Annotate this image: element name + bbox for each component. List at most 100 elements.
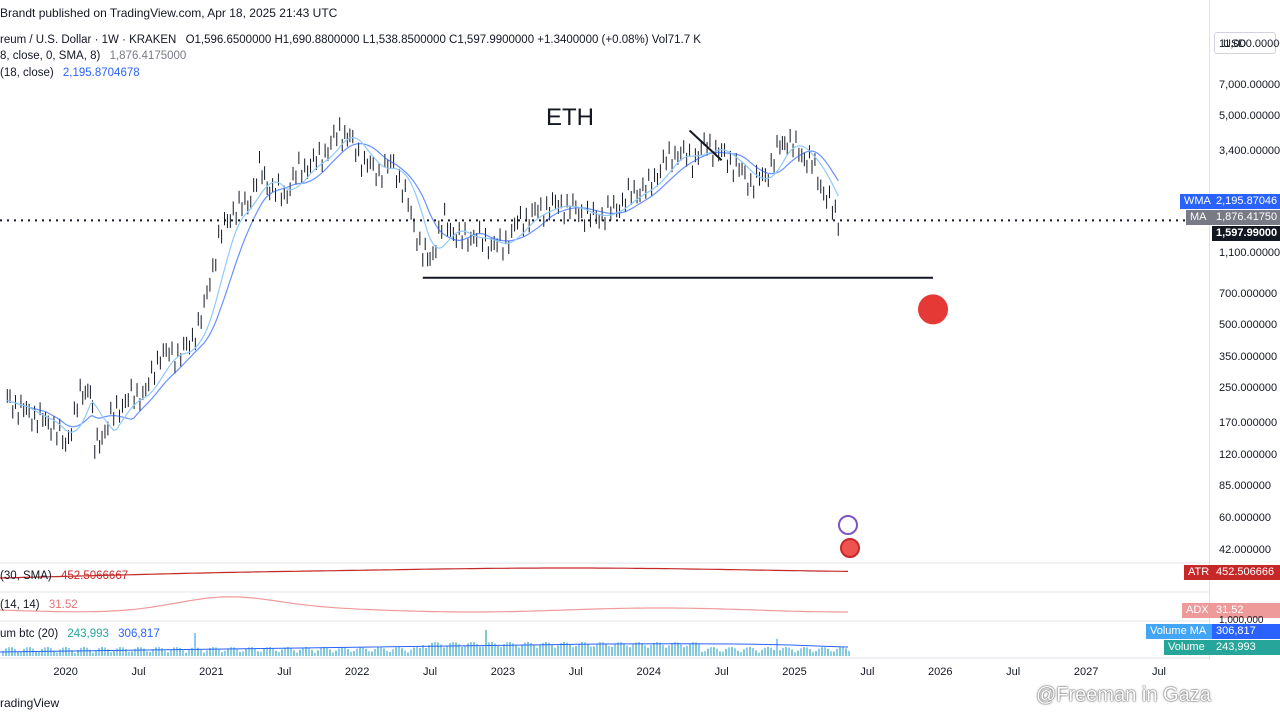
atr-legend-label: (30, SMA)	[0, 570, 52, 582]
volume-bar	[386, 650, 388, 656]
ohlc-values: O1,596.6500000 H1,690.8800000 L1,538.850…	[185, 34, 701, 46]
volume-bar	[647, 647, 649, 656]
volume-bar	[179, 647, 181, 656]
currency-button[interactable]: USD	[1214, 32, 1276, 54]
volume-bar	[182, 650, 184, 656]
atr-legend[interactable]: (30, SMA) 452.5066667	[0, 570, 128, 582]
volume-bar	[257, 651, 259, 656]
volume-bar	[629, 647, 631, 656]
volume-bar	[728, 647, 730, 656]
volume-bar	[380, 647, 382, 656]
price-chart[interactable]	[0, 0, 1212, 662]
volume-bar	[842, 647, 844, 656]
volume-bar	[131, 651, 133, 656]
volume-bar	[293, 650, 295, 656]
y-tick-label: 700.000000	[1219, 288, 1278, 301]
volume-bar	[23, 648, 25, 656]
volume-bar	[230, 647, 232, 656]
x-tick-label: 2025	[782, 666, 807, 678]
wma-legend[interactable]: (18, close) 2,195.8704678	[0, 67, 140, 79]
volume-bar	[533, 645, 535, 656]
volume-bar	[680, 644, 682, 656]
volume-bar	[38, 651, 40, 656]
tradingview-logo[interactable]: radingView	[0, 696, 60, 710]
volume-bar	[593, 646, 595, 656]
x-tick-label: 2023	[490, 666, 516, 678]
x-tick-label: Jul	[277, 666, 292, 678]
volume-bar	[677, 642, 679, 656]
volume-bar	[413, 647, 415, 656]
volume-bar	[407, 652, 409, 656]
volume-bar	[767, 647, 769, 656]
volume-bar	[170, 649, 172, 656]
volume-bar	[635, 642, 637, 656]
volume-bar	[74, 652, 76, 656]
volume-bar	[395, 647, 397, 656]
volume-bar	[350, 651, 352, 656]
atr-tag-label: ATR	[1184, 565, 1212, 580]
event-flag-icon[interactable]	[840, 538, 860, 558]
volume-bar	[53, 650, 55, 656]
volume-bar	[125, 648, 127, 656]
volume-bar	[779, 650, 781, 656]
volume-bar	[656, 642, 658, 656]
volume-bar	[446, 645, 448, 656]
volume-bar	[704, 651, 706, 656]
volume-bar	[806, 647, 808, 656]
volume-bar	[791, 649, 793, 656]
adx-legend[interactable]: (14, 14) 31.52	[0, 599, 78, 611]
volume-bar	[818, 648, 820, 656]
volume-bar	[710, 647, 712, 656]
volume-bar	[164, 650, 166, 656]
volume-bar	[788, 647, 790, 656]
volume-bar	[554, 647, 556, 656]
volume-bar	[758, 652, 760, 656]
volume-bar	[650, 644, 652, 656]
volume-bar	[479, 646, 481, 656]
volume-legend[interactable]: um btc (20) 243,993 306,817	[0, 628, 160, 640]
volume-bar	[209, 648, 211, 656]
volume-bar	[20, 651, 22, 656]
volume-bar	[800, 648, 802, 656]
volume-bar	[434, 642, 436, 656]
event-lightning-icon[interactable]	[838, 515, 858, 535]
volume-bar	[236, 649, 238, 656]
volume-bar	[581, 642, 583, 656]
volume-bar	[215, 647, 217, 656]
volume-bar	[683, 647, 685, 656]
volume-bar	[128, 651, 130, 656]
wma-tag-value: 2,195.87046	[1212, 194, 1280, 209]
volume-bar	[674, 642, 676, 656]
volume-bar	[32, 648, 34, 656]
volume-bar	[641, 642, 643, 656]
wma-legend-value: 2,195.8704678	[62, 67, 140, 79]
volume-ma-legend-value: 306,817	[118, 628, 160, 640]
volume-bar	[86, 647, 88, 656]
volume-bar	[419, 647, 421, 656]
volume-bar	[146, 651, 148, 656]
volume-bar	[176, 647, 178, 656]
volume-bar	[305, 647, 307, 656]
ma-legend[interactable]: 8, close, 0, SMA, 8) 1,876.4175000	[0, 50, 186, 62]
volume-bar	[611, 646, 613, 656]
volume-bar	[287, 647, 289, 656]
adx-legend-label: (14, 14)	[0, 599, 40, 611]
volume-bar	[116, 648, 118, 656]
price-axis[interactable]	[1209, 0, 1280, 660]
x-tick-label: 2026	[928, 666, 953, 678]
volume-bar	[161, 648, 163, 656]
ma-line	[7, 136, 839, 433]
volume-bar	[17, 651, 19, 656]
volume-bar	[35, 651, 37, 656]
adx-tag-value: 31.52	[1212, 603, 1280, 618]
volume-bar	[737, 650, 739, 656]
volume-bar	[113, 650, 115, 656]
volume-bar	[527, 642, 529, 656]
volume-bar	[509, 642, 511, 656]
volume-bar	[665, 647, 667, 656]
wma-legend-label: (18, close)	[0, 67, 54, 79]
volume-bar	[83, 647, 85, 656]
volume-bar	[278, 652, 280, 656]
volume-bar	[539, 644, 541, 656]
volume-bar	[797, 650, 799, 656]
